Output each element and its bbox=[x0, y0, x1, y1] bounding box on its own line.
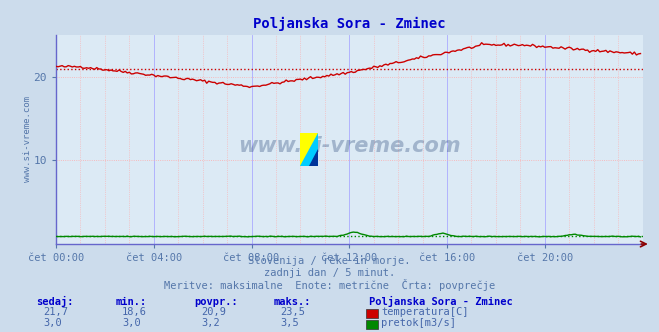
Text: maks.:: maks.: bbox=[273, 297, 311, 307]
Text: 3,5: 3,5 bbox=[280, 318, 299, 328]
Text: 3,2: 3,2 bbox=[201, 318, 219, 328]
Text: pretok[m3/s]: pretok[m3/s] bbox=[381, 318, 456, 328]
Polygon shape bbox=[300, 133, 318, 166]
Text: min.:: min.: bbox=[115, 297, 146, 307]
Polygon shape bbox=[309, 149, 318, 166]
Text: 20,9: 20,9 bbox=[201, 307, 226, 317]
Text: www.si-vreme.com: www.si-vreme.com bbox=[238, 136, 461, 156]
Text: Slovenija / reke in morje.: Slovenija / reke in morje. bbox=[248, 256, 411, 266]
Title: Poljanska Sora - Zminec: Poljanska Sora - Zminec bbox=[253, 17, 445, 31]
Text: 23,5: 23,5 bbox=[280, 307, 305, 317]
Text: povpr.:: povpr.: bbox=[194, 297, 238, 307]
Polygon shape bbox=[300, 133, 318, 166]
Text: temperatura[C]: temperatura[C] bbox=[381, 307, 469, 317]
Text: 3,0: 3,0 bbox=[122, 318, 140, 328]
Text: 3,0: 3,0 bbox=[43, 318, 61, 328]
Text: 21,7: 21,7 bbox=[43, 307, 68, 317]
Text: sedaj:: sedaj: bbox=[36, 296, 74, 307]
Text: zadnji dan / 5 minut.: zadnji dan / 5 minut. bbox=[264, 268, 395, 278]
Text: 18,6: 18,6 bbox=[122, 307, 147, 317]
Text: Poljanska Sora - Zminec: Poljanska Sora - Zminec bbox=[369, 296, 513, 307]
Y-axis label: www.si-vreme.com: www.si-vreme.com bbox=[23, 96, 32, 183]
Text: Meritve: maksimalne  Enote: metrične  Črta: povprečje: Meritve: maksimalne Enote: metrične Črta… bbox=[164, 279, 495, 290]
